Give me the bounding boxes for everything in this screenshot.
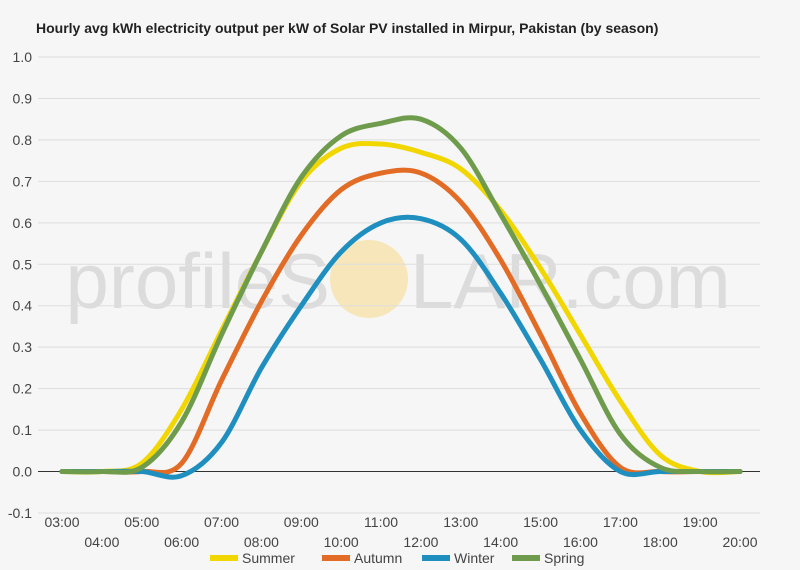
y-tick-label: 0.3 [13,339,33,355]
x-tick-label: 19:00 [683,514,718,530]
y-tick-label: 1.0 [13,49,33,65]
y-tick-label: -0.1 [8,505,32,521]
y-tick-label: 0.7 [13,173,33,189]
series-line-autumn [59,167,743,476]
x-tick-label: 17:00 [603,514,638,530]
legend-item-summer[interactable]: Summer [210,550,295,566]
x-tick-label: 08:00 [244,534,279,550]
series-line-spring [59,115,743,475]
legend-swatch [422,555,450,561]
chart-title: Hourly avg kWh electricity output per kW… [36,20,658,36]
y-tick-label: 0.8 [13,132,33,148]
x-tick-label: 11:00 [364,514,398,530]
y-tick-label: 0.9 [13,90,33,106]
x-tick-label: 18:00 [643,534,678,550]
watermark-text-left: profileS [66,237,330,325]
y-tick-label: 0.4 [13,298,33,314]
y-tick-label: 0.5 [13,256,33,272]
watermark-sun [330,240,408,318]
x-tick-label: 14:00 [483,534,518,550]
x-tick-label: 09:00 [284,514,319,530]
y-tick-label: 0.2 [13,381,33,397]
legend-label: Winter [454,550,495,566]
y-tick-label: 0.6 [13,215,33,231]
x-tick-label: 12:00 [403,534,438,550]
gridlines [38,56,760,514]
legend-label: Summer [242,550,295,566]
x-tick-label: 20:00 [722,534,757,550]
x-tick-label: 07:00 [204,514,239,530]
x-tick-label: 16:00 [563,534,598,550]
series-lines [59,115,743,480]
x-tick-label: 05:00 [124,514,159,530]
series-line-summer [59,140,743,476]
y-tick-label: 0.1 [13,422,33,438]
legend-item-winter[interactable]: Winter [422,550,495,566]
x-tick-label: 10:00 [324,534,359,550]
watermark: profileS LAR.com [66,237,731,325]
legend-swatch [322,555,350,561]
y-axis-ticks: 1.0 0.9 0.8 0.7 0.6 0.5 0.4 0.3 0.2 0.1 0.0 -0.1 [8,49,32,521]
x-tick-label: 06:00 [164,534,199,550]
legend-swatch [512,555,540,561]
x-tick-label: 15:00 [523,514,558,530]
x-axis-ticks: 03:00 04:00 05:00 06:00 07:00 08:00 09:00 10:00… [44,514,757,550]
x-tick-label: 04:00 [84,534,119,550]
legend-item-spring[interactable]: Spring [512,550,584,566]
x-tick-label: 13:00 [443,514,478,530]
legend[interactable]: Summer Autumn Winter Spring [210,550,584,566]
watermark-text-right: LAR.com [410,237,731,325]
y-tick-label: 0.0 [13,464,33,480]
legend-swatch [210,555,238,561]
legend-item-autumn[interactable]: Autumn [322,550,402,566]
legend-label: Autumn [354,550,402,566]
x-tick-label: 03:00 [44,514,79,530]
series-line-winter [59,214,743,480]
legend-label: Spring [544,550,584,566]
